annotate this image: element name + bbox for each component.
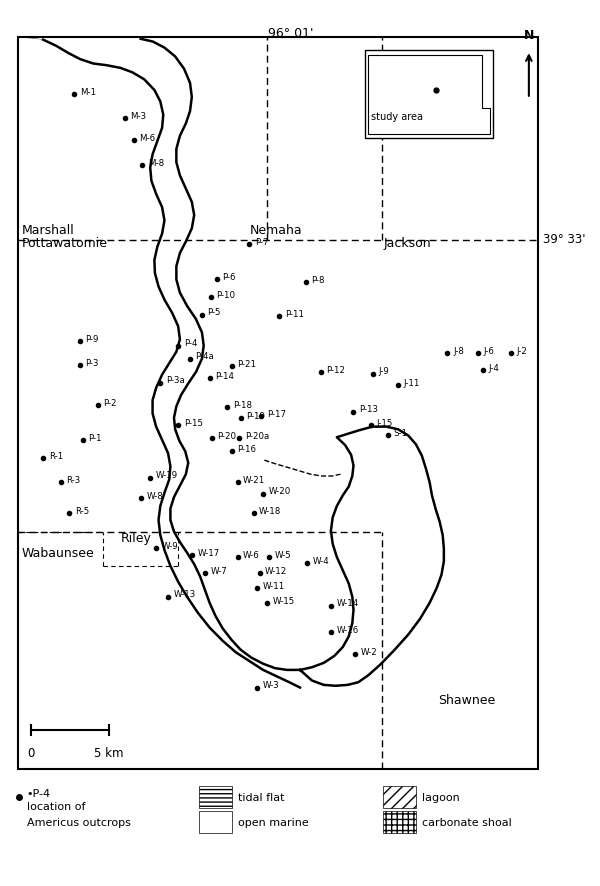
Polygon shape: [368, 56, 490, 135]
Text: 39° 33': 39° 33': [542, 232, 585, 245]
Bar: [365, 51, 493, 139]
Text: P-4: P-4: [184, 338, 197, 348]
Text: M-1: M-1: [80, 88, 96, 97]
Text: W-6: W-6: [243, 550, 260, 559]
Text: P-12: P-12: [326, 365, 346, 374]
Text: Americus outcrops: Americus outcrops: [26, 817, 130, 827]
Text: M-6: M-6: [139, 134, 155, 143]
Text: P-6: P-6: [223, 273, 236, 282]
Bar: [383, 811, 416, 833]
Text: Marshall: Marshall: [22, 223, 74, 237]
Text: J-11: J-11: [404, 378, 420, 387]
Bar: [17, 38, 538, 769]
Text: P-9: P-9: [86, 335, 99, 344]
Text: P-18: P-18: [233, 400, 252, 409]
Text: P-3: P-3: [86, 358, 99, 367]
Text: P-19: P-19: [246, 411, 265, 420]
Polygon shape: [140, 40, 444, 686]
Text: P-21: P-21: [237, 359, 256, 368]
Text: Riley: Riley: [121, 532, 151, 545]
Text: J-2: J-2: [517, 346, 527, 356]
Text: P-1: P-1: [89, 433, 102, 442]
Bar: [383, 786, 416, 808]
Text: W-11: W-11: [263, 581, 285, 590]
Text: P-8: P-8: [311, 276, 325, 284]
Text: R-5: R-5: [75, 506, 89, 515]
Text: carbonate shoal: carbonate shoal: [422, 817, 512, 827]
Bar: [199, 811, 232, 833]
Text: W-20: W-20: [269, 486, 291, 496]
Bar: [17, 38, 538, 769]
Text: 0: 0: [28, 746, 35, 759]
Text: P-15: P-15: [184, 418, 203, 427]
Text: P-4a: P-4a: [196, 352, 214, 361]
Text: W-12: W-12: [265, 566, 287, 575]
Text: study area: study area: [371, 113, 424, 122]
Text: Shawnee: Shawnee: [438, 694, 495, 706]
Text: W-21: W-21: [243, 476, 265, 485]
Text: P-3a: P-3a: [166, 376, 185, 385]
Text: W-4: W-4: [313, 556, 329, 565]
Text: Jackson: Jackson: [383, 237, 431, 250]
Text: W-14: W-14: [337, 599, 359, 608]
Text: R-1: R-1: [49, 452, 63, 461]
Text: P-14: P-14: [215, 371, 234, 380]
Text: W-5: W-5: [275, 550, 292, 559]
Text: 96° 01': 96° 01': [268, 27, 314, 41]
Text: J-4: J-4: [488, 363, 500, 372]
Text: tidal flat: tidal flat: [238, 792, 284, 802]
Text: M-3: M-3: [130, 112, 146, 120]
Bar: [199, 786, 232, 808]
Text: 5 km: 5 km: [94, 746, 124, 759]
Text: W-18: W-18: [259, 506, 281, 515]
Text: W-3: W-3: [263, 680, 280, 689]
Text: Pottawatomie: Pottawatomie: [22, 237, 108, 250]
Text: Nemaha: Nemaha: [250, 223, 302, 237]
Text: P-7: P-7: [255, 237, 269, 246]
Text: W-16: W-16: [337, 625, 359, 634]
Text: P-16: P-16: [237, 445, 256, 454]
Text: P-20a: P-20a: [245, 431, 269, 440]
Text: J-8: J-8: [453, 346, 464, 356]
Text: W-17: W-17: [197, 548, 220, 557]
Polygon shape: [17, 38, 300, 769]
Text: W-8: W-8: [146, 491, 163, 501]
Text: P-13: P-13: [359, 405, 378, 414]
Text: W-2: W-2: [360, 647, 377, 656]
Text: R-3: R-3: [67, 476, 81, 485]
Polygon shape: [17, 38, 300, 769]
Text: W-19: W-19: [156, 471, 178, 480]
Text: P-5: P-5: [208, 308, 221, 317]
Text: Wabaunsee: Wabaunsee: [22, 547, 95, 560]
Text: W-13: W-13: [173, 590, 196, 599]
Text: P-10: P-10: [217, 291, 235, 299]
Text: N: N: [524, 29, 534, 43]
Text: location of: location of: [26, 801, 85, 811]
Text: open marine: open marine: [238, 817, 308, 827]
Text: P-17: P-17: [267, 409, 286, 418]
Text: P-20: P-20: [218, 431, 236, 440]
Text: lagoon: lagoon: [422, 792, 460, 802]
Text: S-1: S-1: [394, 429, 407, 438]
Text: J-9: J-9: [378, 367, 389, 376]
Text: P-11: P-11: [285, 310, 304, 319]
Text: •P-4: •P-4: [26, 789, 50, 798]
Polygon shape: [300, 38, 538, 769]
Polygon shape: [17, 38, 538, 769]
Text: P-2: P-2: [103, 399, 117, 408]
Text: J-15: J-15: [377, 418, 393, 427]
Text: W-15: W-15: [273, 596, 295, 605]
Text: M-8: M-8: [148, 159, 164, 167]
Text: W-9: W-9: [161, 541, 178, 550]
Text: J-6: J-6: [484, 346, 495, 356]
Text: W-7: W-7: [211, 566, 227, 575]
